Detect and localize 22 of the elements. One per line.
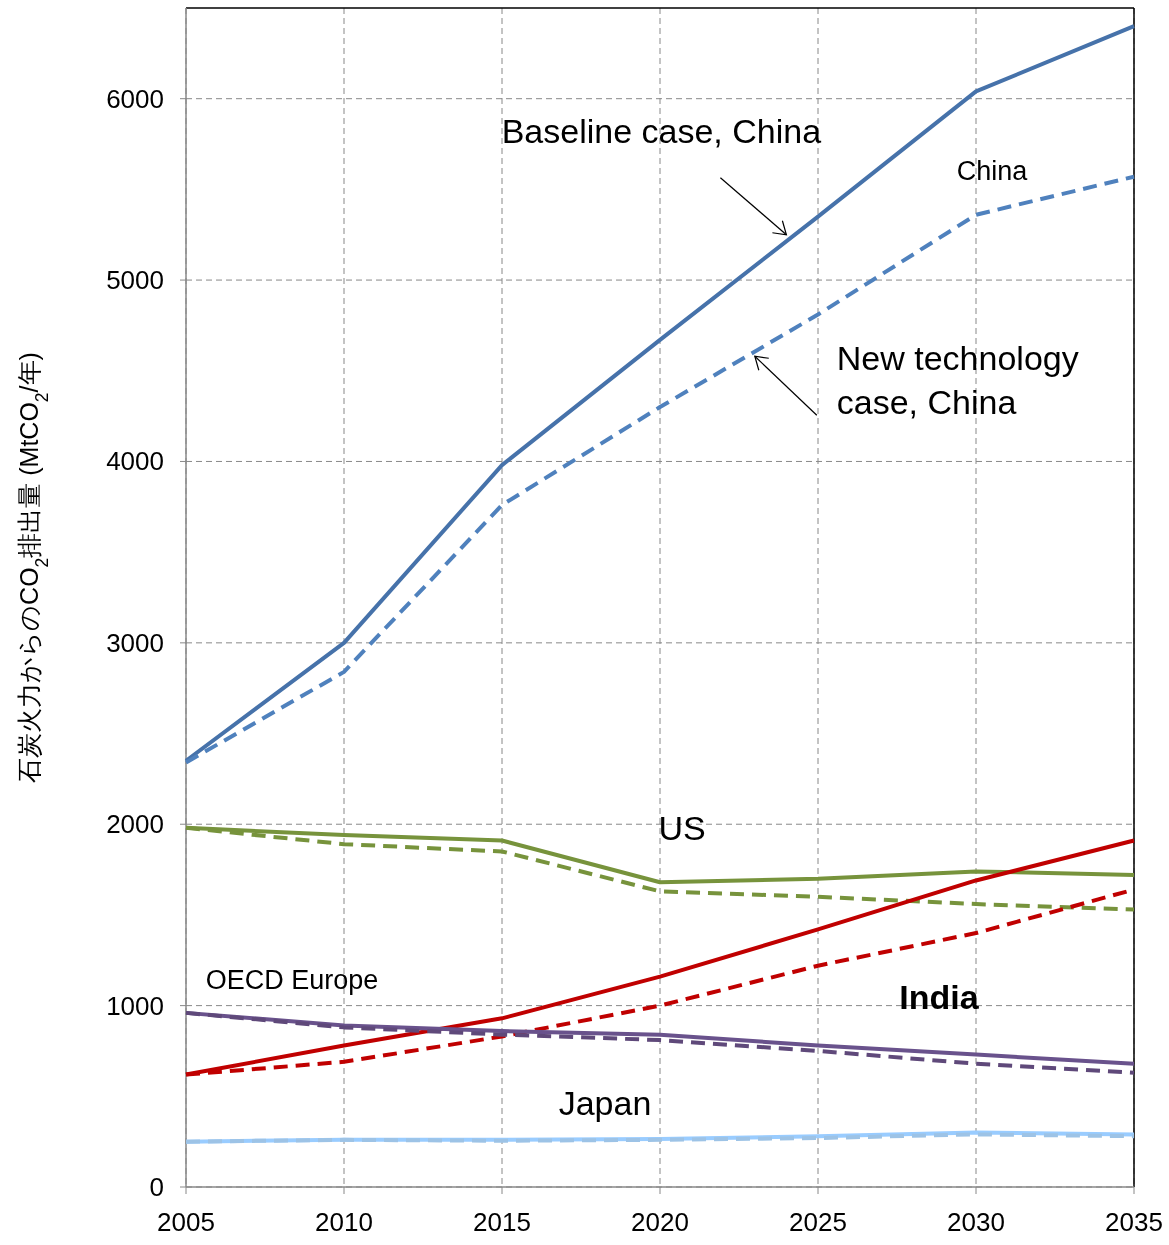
y-tick-label: 2000 — [106, 809, 164, 840]
y-tick-label: 0 — [149, 1172, 164, 1202]
y-tick-label: 6000 — [106, 83, 164, 114]
x-tick-label: 2005 — [157, 1207, 215, 1237]
annotation: India — [899, 978, 980, 1016]
line-series — [184, 24, 1136, 763]
annotation: China — [956, 156, 1029, 186]
x-tick-label: 2010 — [315, 1207, 373, 1237]
annotation: Baseline case, China — [501, 111, 822, 150]
y-tick-label: 5000 — [106, 265, 164, 296]
annotation: Japan — [558, 1084, 652, 1122]
x-tick-label: 2035 — [1105, 1207, 1163, 1237]
x-tick-label: 2020 — [631, 1207, 689, 1237]
x-tick-label: 2015 — [473, 1207, 531, 1237]
x-tick-label: 2025 — [789, 1207, 847, 1237]
y-tick-label: 3000 — [106, 627, 164, 658]
y-tick-label: 4000 — [106, 446, 164, 477]
y-tick-label: 1000 — [106, 990, 164, 1021]
annotation: OECD Europe — [205, 965, 379, 995]
x-tick-label: 2030 — [947, 1207, 1005, 1237]
annotation: US — [658, 809, 706, 847]
annotation: New technology case, China — [836, 339, 1079, 422]
